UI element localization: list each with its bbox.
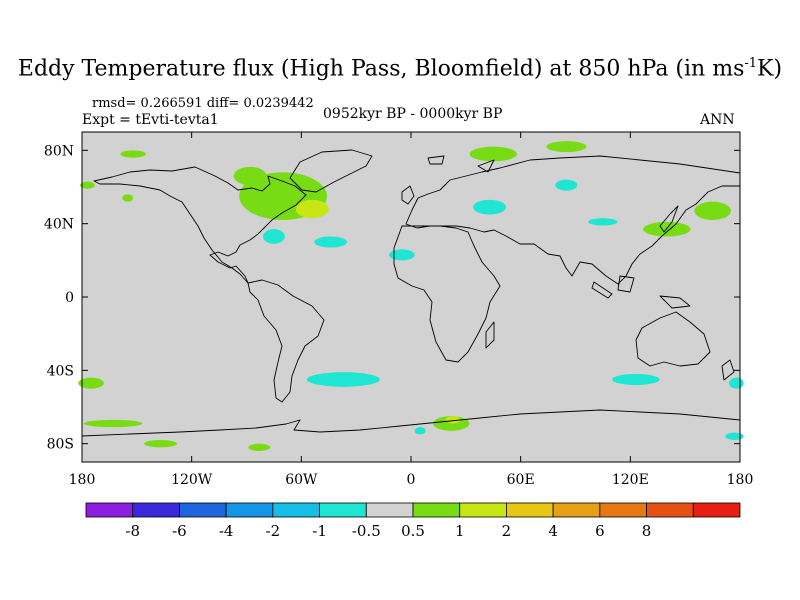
anomaly-patch [643, 221, 691, 237]
y-tick-label: 0 [65, 290, 74, 306]
anomaly-patch [262, 229, 285, 244]
experiment-label: Expt = tEvti-tevta1 [82, 112, 219, 128]
coast-novaya-zemlya [477, 159, 495, 173]
x-tick-label: 60E [507, 472, 535, 488]
colorbar-swatch [272, 502, 320, 518]
anomaly-patch [306, 372, 380, 387]
coast-japan [659, 205, 679, 233]
coast-sumatra [591, 281, 613, 299]
colorbar-swatch [412, 502, 461, 518]
anomaly-patch [389, 249, 415, 261]
y-axis: 80N 40N 0 40S 80S [44, 143, 740, 453]
colorbar-label: 8 [642, 522, 652, 540]
anomaly-patch [83, 419, 143, 428]
x-tick-label: 60W [285, 472, 318, 488]
colorbar-label: -1 [312, 522, 327, 540]
coast-svalbard [427, 155, 445, 165]
colorbar-swatch [319, 502, 367, 518]
colorbar-swatch [85, 502, 134, 518]
colorbar-label: 1 [455, 522, 465, 540]
title-unit-exponent: -1 [744, 56, 758, 71]
coast-africa [393, 225, 501, 363]
colorbar-swatch [692, 502, 741, 518]
colorbar-swatch [365, 502, 414, 518]
anomaly-patch [612, 374, 660, 385]
y-tick-label: 80S [47, 437, 74, 453]
season-label: ANN [700, 112, 735, 128]
anomaly-patch [725, 432, 744, 441]
plot-background [82, 132, 740, 462]
colorbar-swatch [599, 502, 647, 518]
colorbar-swatch [132, 502, 180, 518]
x-tick-label: 120W [171, 472, 213, 488]
coast-new-zealand [721, 359, 735, 381]
x-tick-label: 120E [612, 472, 649, 488]
period-label: 0952kyr BP - 0000kyr BP [323, 106, 503, 122]
anomaly-patch [473, 199, 507, 215]
coastlines [81, 149, 741, 437]
colorbar-swatch [459, 502, 507, 518]
anomaly-patch [546, 141, 587, 153]
colorbar-swatch [552, 502, 601, 518]
colorbar-swatch [646, 502, 694, 518]
coast-antarctica [81, 409, 741, 437]
x-axis: 180 120W 60W 0 60E 120E 180 [69, 132, 754, 488]
anomaly-patch [445, 416, 461, 424]
colorbar-label: 2 [502, 522, 512, 540]
y-tick-label: 40S [47, 363, 74, 379]
coast-uk [401, 185, 415, 205]
map-panel: 180 120W 60W 0 60E 120E 180 80N 40N 0 40S 80S [44, 131, 754, 488]
anomaly-patch [729, 377, 744, 389]
title-end: K) [757, 56, 783, 82]
coast-north-america [93, 166, 307, 284]
anomaly-patch [80, 181, 95, 189]
coast-borneo [617, 275, 635, 293]
stats-label: rmsd= 0.266591 diff= 0.0239442 [92, 96, 314, 111]
anomaly-patches [78, 141, 744, 452]
anomaly-patch [144, 440, 178, 448]
anomaly-patch [469, 146, 518, 162]
anomaly-patch [120, 150, 146, 158]
anomaly-patch [414, 427, 426, 435]
anomaly-patch [248, 443, 271, 452]
y-tick-label: 40N [44, 217, 74, 233]
anomaly-patch [314, 236, 348, 248]
colorbar-swatch [506, 502, 554, 518]
anomaly-patch [555, 179, 578, 191]
coast-madagascar [485, 321, 495, 349]
anomaly-patch [78, 377, 104, 389]
x-tick-label: 0 [407, 472, 416, 488]
coast-new-guinea [659, 295, 691, 309]
coast-australia [635, 311, 711, 367]
coast-eurasia [405, 155, 741, 285]
colorbar-label: -0.5 [352, 522, 381, 540]
colorbar-label: 4 [548, 522, 558, 540]
colorbar: -8 -6 -4 -2 -1 -0.5 0.5 1 2 4 6 8 [85, 502, 741, 540]
colorbar-label: -2 [266, 522, 281, 540]
colorbar-label: 0.5 [401, 522, 425, 540]
colorbar-label: 6 [595, 522, 605, 540]
coast-south-america [247, 279, 325, 403]
anomaly-patch [295, 199, 329, 219]
title-text: Eddy Temperature flux (High Pass, Bloomf… [17, 56, 745, 82]
colorbar-label: -4 [219, 522, 234, 540]
colorbar-label: -6 [172, 522, 187, 540]
coast-greenland [289, 149, 373, 193]
plot-title: Eddy Temperature flux (High Pass, Bloomf… [0, 56, 800, 81]
anomaly-patch [694, 201, 731, 220]
y-tick-label: 80N [44, 143, 74, 159]
colorbar-swatch [225, 502, 274, 518]
colorbar-label: -8 [125, 522, 140, 540]
anomaly-patch [122, 194, 134, 202]
x-tick-label: 180 [727, 472, 754, 488]
colorbar-swatch [179, 502, 227, 518]
anomaly-patch [233, 166, 267, 186]
anomaly-patch [588, 218, 618, 226]
x-tick-label: 180 [69, 472, 96, 488]
